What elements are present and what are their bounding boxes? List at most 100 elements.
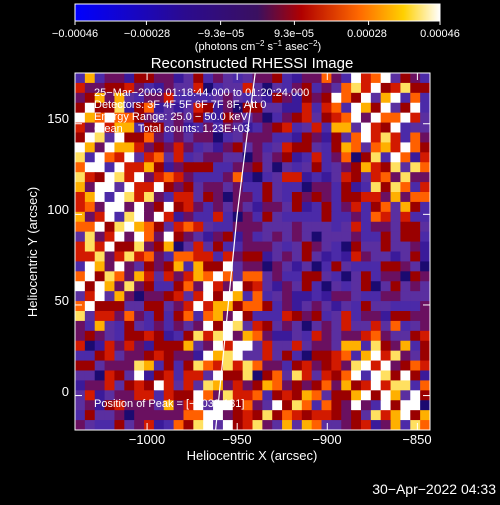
heatmap-cell [222, 162, 234, 173]
heatmap-cell [360, 172, 372, 183]
heatmap-cell [331, 102, 342, 114]
heatmap-cell [232, 142, 244, 153]
heatmap-cell [420, 102, 430, 114]
heatmap-cell [282, 330, 293, 342]
heatmap-cell [301, 162, 313, 173]
heatmap-cell [370, 340, 382, 352]
heatmap-cell [351, 102, 362, 114]
heatmap-cell [252, 192, 263, 203]
heatmap-cell [232, 241, 244, 253]
heatmap-cell [193, 281, 204, 292]
heatmap-cell [213, 73, 224, 84]
heatmap-cell [331, 132, 342, 144]
heatmap-cell [390, 112, 402, 124]
heatmap-cell [272, 271, 283, 282]
heatmap-cell [222, 241, 234, 253]
heatmap-cell [84, 73, 96, 84]
heatmap-cell [282, 340, 293, 352]
heatmap-cell [301, 311, 313, 322]
heatmap-cell [311, 370, 323, 382]
heatmap-cell [134, 92, 145, 104]
heatmap-cell [242, 102, 254, 114]
chart-title: Reconstructed RHESSI Image [151, 55, 354, 72]
heatmap-cell [291, 251, 303, 263]
heatmap-cell [104, 420, 116, 430]
heatmap-cell [410, 201, 421, 213]
heatmap-cell [114, 281, 125, 292]
heatmap-cell [114, 410, 125, 421]
heatmap-cell [301, 92, 313, 104]
heatmap-cell [144, 301, 155, 312]
heatmap-cell [282, 132, 293, 144]
heatmap-cell [84, 201, 96, 213]
heatmap-cell [331, 360, 342, 372]
heatmap-cell [370, 380, 382, 391]
heatmap-cell [163, 221, 175, 233]
heatmap-cell [183, 231, 194, 243]
heatmap-cell [252, 311, 263, 322]
heatmap-cell [203, 380, 214, 391]
heatmap-cell [311, 301, 323, 312]
heatmap-cell [232, 132, 244, 144]
heatmap-cell [321, 380, 332, 391]
heatmap-cell [232, 152, 244, 163]
heatmap-cell [94, 311, 106, 322]
heatmap-cell [134, 281, 145, 292]
heatmap-cell [222, 82, 234, 94]
heatmap-cell [272, 330, 283, 342]
heatmap-cell [134, 350, 145, 362]
heatmap-cell [134, 102, 145, 114]
heatmap-cell [282, 201, 293, 213]
heatmap-cell [311, 102, 323, 114]
heatmap-cell [311, 201, 323, 213]
heatmap-cell [291, 380, 303, 391]
heatmap-cell [321, 211, 332, 223]
heatmap-cell [370, 301, 382, 312]
heatmap-cell [351, 330, 362, 342]
heatmap-cell [331, 201, 342, 213]
heatmap-cell [114, 172, 125, 183]
heatmap-cell [291, 420, 303, 430]
heatmap-cell [144, 73, 155, 84]
heatmap-cell [311, 82, 323, 94]
heatmap-cell [94, 360, 106, 372]
heatmap-cell [84, 251, 96, 263]
heatmap-cell [272, 241, 283, 253]
heatmap-cell [311, 122, 323, 134]
heatmap-cell [341, 231, 352, 243]
heatmap-cell [380, 261, 392, 272]
heatmap-cell [193, 102, 204, 114]
heatmap-cell [262, 122, 273, 134]
heatmap-cell [213, 192, 224, 203]
heatmap-cell [193, 320, 204, 332]
heatmap-cell [114, 231, 125, 243]
heatmap-cell [75, 82, 86, 94]
heatmap-cell [380, 162, 392, 173]
heatmap-cell [301, 211, 313, 223]
heatmap-cell [321, 102, 332, 114]
heatmap-cell [114, 261, 125, 272]
x-tick-label-3: −850 [402, 432, 431, 447]
heatmap-cell [94, 330, 106, 342]
heatmap-cell [262, 340, 273, 352]
heatmap-cell [351, 360, 362, 372]
heatmap-cell [84, 311, 96, 322]
heatmap-cell [114, 380, 125, 391]
heatmap-cell [301, 182, 313, 193]
heatmap-cell [213, 340, 224, 352]
heatmap-cell [124, 370, 135, 382]
heatmap-cell [114, 251, 125, 263]
heatmap-cell [341, 400, 352, 411]
heatmap-cell [370, 172, 382, 183]
heatmap-cell [232, 360, 244, 372]
heatmap-cell [193, 340, 204, 352]
heatmap-cell [420, 192, 430, 203]
heatmap-cell [84, 142, 96, 153]
annotation-clean-info: Clean Total counts: 1.23E+03 [94, 123, 250, 135]
heatmap-cell [203, 340, 214, 352]
heatmap-cell [410, 122, 421, 134]
heatmap-cell [291, 400, 303, 411]
heatmap-cell [75, 152, 86, 163]
heatmap-cell [153, 82, 165, 94]
heatmap-cell [203, 92, 214, 104]
